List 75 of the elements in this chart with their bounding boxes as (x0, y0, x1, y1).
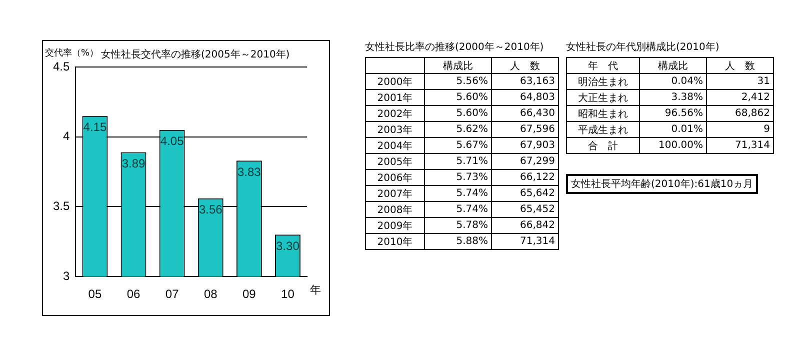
x-tick-label: 08 (204, 287, 218, 302)
x-tick-label: 06 (126, 287, 141, 302)
data-label: 3.83 (237, 164, 262, 179)
data-label: 67,596 (492, 122, 558, 138)
y-tick-label: 4.5 (52, 59, 70, 74)
y-axis-title: 交代率（%） (45, 47, 99, 58)
data-label: 3.30 (276, 238, 300, 253)
data-label: 96.56% (640, 106, 706, 122)
x-tick-label: 09 (242, 287, 256, 302)
data-label: 9 (706, 122, 774, 138)
data-label: 5.73% (424, 170, 492, 186)
data-label: 67,299 (492, 154, 558, 170)
text: 女性社長平均年齢(2010年):61歳10ヵ月 (566, 174, 758, 194)
data-label: 3.56 (198, 202, 223, 217)
data-label: 67,903 (492, 138, 558, 154)
y-tick-label: 2010年 (366, 234, 424, 250)
data-label: 4.15 (83, 120, 107, 134)
y-tick-label: 2007年 (366, 186, 424, 202)
x-tick-label: 構成比 (424, 58, 492, 74)
y-tick-label: 3 (62, 268, 70, 283)
data-label: 2,412 (706, 90, 774, 106)
y-tick-label: 2001年 (366, 90, 424, 106)
y-tick-label: 合 計 (566, 138, 640, 154)
data-label: 65,642 (492, 186, 558, 202)
data-label: 31 (706, 74, 774, 90)
chart-title: 女性社長交代率の推移(2005年～2010年) (101, 48, 290, 61)
y-tick-label: 2005年 (366, 154, 424, 170)
data-label: 63,163 (492, 74, 558, 90)
chart-title: 女性社長比率の推移(2000年～2010年) (365, 40, 545, 54)
y-tick-label: 2008年 (366, 202, 424, 218)
y-axis-title: 年 代 (566, 58, 640, 74)
data-label: 5.88% (424, 234, 492, 250)
data-label: 0.01% (640, 122, 706, 138)
y-tick-label: 大正生まれ (566, 90, 640, 106)
y-tick-label: 3.5 (52, 199, 70, 214)
x-tick-label: 10 (281, 287, 295, 302)
data-label: 100.00% (640, 138, 706, 154)
data-label: 4.05 (160, 134, 184, 148)
x-tick-label: 人 数 (492, 58, 558, 74)
chart-title: 女性社長の年代別構成比(2010年) (566, 40, 720, 54)
data-label: 65,452 (492, 202, 558, 218)
y-tick-label: 2004年 (366, 138, 424, 154)
y-tick-label: 4 (62, 129, 70, 144)
y-tick-label: 2009年 (366, 218, 424, 234)
x-axis-title: 年 (310, 283, 321, 296)
data-label: 5.67% (424, 138, 492, 154)
data-label: 5.60% (424, 90, 492, 106)
data-label: 3.38% (640, 90, 706, 106)
x-tick-label: 構成比 (640, 58, 706, 74)
data-label: 0.04% (640, 74, 706, 90)
data-label: 5.78% (424, 218, 492, 234)
data-label: 5.56% (424, 74, 492, 90)
x-tick-label: 05 (88, 287, 102, 302)
data-label: 5.74% (424, 202, 492, 218)
y-tick-label: 2000年 (366, 74, 424, 90)
y-tick-label: 2006年 (366, 170, 424, 186)
data-label: 66,430 (492, 106, 558, 122)
x-tick-label: 07 (165, 287, 180, 302)
data-label: 71,314 (492, 234, 558, 250)
data-label: 66,122 (492, 170, 558, 186)
data-label: 71,314 (706, 138, 774, 154)
data-label: 68,862 (706, 106, 774, 122)
x-tick-label: 人 数 (706, 58, 774, 74)
y-tick-label: 2003年 (366, 122, 424, 138)
data-label: 5.60% (424, 106, 492, 122)
y-tick-label: 平成生まれ (566, 122, 640, 138)
data-label: 5.71% (424, 154, 492, 170)
data-label: 3.89 (122, 156, 146, 171)
y-tick-label: 昭和生まれ (566, 106, 640, 122)
y-tick-label: 2002年 (366, 106, 424, 122)
data-label: 66,842 (492, 218, 558, 234)
data-label: 64,803 (492, 90, 558, 106)
y-tick-label: 明治生まれ (566, 74, 640, 90)
data-label: 5.74% (424, 186, 492, 202)
data-label: 5.62% (424, 122, 492, 138)
